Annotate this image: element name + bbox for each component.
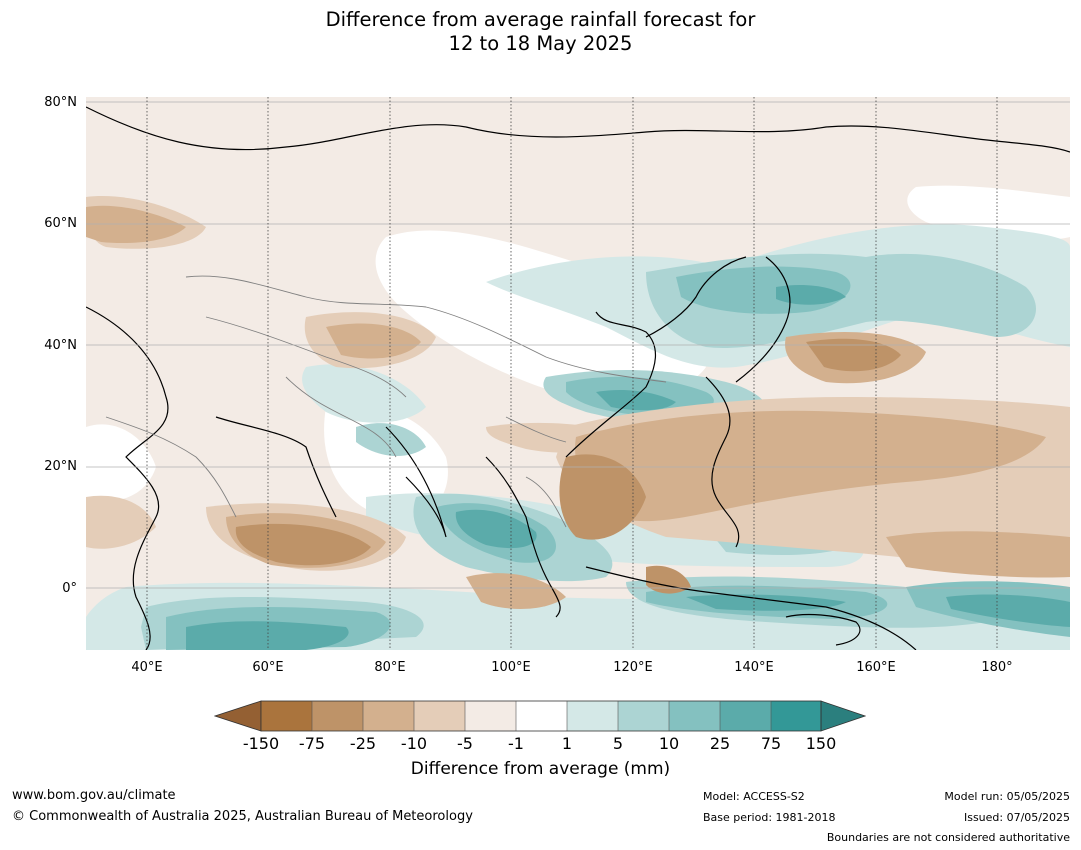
longitude-gridlines: [146, 97, 998, 650]
colorbar: [214, 700, 866, 732]
map-title: Difference from average rainfall forecas…: [0, 8, 1081, 56]
colorbar-bin-10: [720, 701, 771, 731]
lon-label-60e: 60°E: [252, 660, 284, 675]
lat-label-60n: 60°N: [44, 216, 77, 231]
lon-label-140e: 140°E: [734, 660, 774, 675]
colorbar-bin-3: [363, 701, 414, 731]
lon-label-80e: 80°E: [374, 660, 406, 675]
lat-label-0: 0°: [62, 581, 77, 596]
boundaries-note: Boundaries are not considered authoritat…: [826, 831, 1070, 844]
issued-date: Issued: 07/05/2025: [963, 811, 1070, 824]
colorbar-bin-5: [465, 701, 516, 731]
colorbar-tick: 75: [760, 734, 782, 753]
colorbar-tick: -150: [242, 734, 280, 753]
colorbar-tick: 1: [561, 734, 573, 753]
colorbar-bin-6: [516, 701, 567, 731]
colorbar-tick: 25: [709, 734, 731, 753]
rainfall-map[interactable]: [86, 97, 1070, 650]
colorbar-tick: 5: [612, 734, 624, 753]
lat-label-40n: 40°N: [44, 338, 77, 353]
colorbar-tick: 150: [805, 734, 837, 753]
colorbar-tick: -5: [457, 734, 473, 753]
map-canvas: [86, 97, 1070, 650]
colorbar-tick: -75: [298, 734, 326, 753]
lon-label-160e: 160°E: [856, 660, 896, 675]
map-title-line-2: 12 to 18 May 2025: [448, 32, 633, 55]
colorbar-bin-9: [669, 701, 720, 731]
model-name: Model: ACCESS-S2: [703, 790, 805, 803]
copyright-text: © Commonwealth of Australia 2025, Austra…: [12, 809, 473, 824]
colorbar-bin-8: [618, 701, 669, 731]
model-run-date: Model run: 05/05/2025: [944, 790, 1070, 803]
latitude-gridlines: [86, 101, 1070, 589]
lon-label-40e: 40°E: [131, 660, 163, 675]
coastlines: [86, 106, 1070, 650]
country-boundaries: [105, 275, 667, 528]
colorbar-extend-high: [820, 700, 866, 732]
anomaly-wetter-25-75: [186, 285, 1070, 650]
colorbar-bin-4: [414, 701, 465, 731]
lon-label-180: 180°: [981, 660, 1013, 675]
colorbar-tick: -25: [349, 734, 377, 753]
website-link[interactable]: www.bom.gov.au/climate: [12, 788, 176, 803]
colorbar-bin-2: [312, 701, 363, 731]
colorbar-dividers: [311, 701, 772, 731]
colorbar-title: Difference from average (mm): [410, 759, 671, 779]
map-title-line-1: Difference from average rainfall forecas…: [325, 8, 756, 31]
anomaly-drier-25-75: [235, 338, 901, 594]
colorbar-tick: -1: [508, 734, 524, 753]
colorbar-outline: [260, 700, 822, 732]
lon-label-100e: 100°E: [491, 660, 531, 675]
colorbar-extend-low: [214, 700, 262, 732]
colorbar-bin-1: [261, 701, 312, 731]
colorbar-bin-11: [771, 701, 821, 731]
colorbar-tick: -10: [400, 734, 428, 753]
lon-label-120e: 120°E: [613, 660, 653, 675]
lat-label-80n: 80°N: [44, 95, 77, 110]
lat-label-20n: 20°N: [44, 459, 77, 474]
colorbar-bin-7: [567, 701, 618, 731]
base-period: Base period: 1981-2018: [703, 811, 836, 824]
colorbar-tick: 10: [658, 734, 680, 753]
